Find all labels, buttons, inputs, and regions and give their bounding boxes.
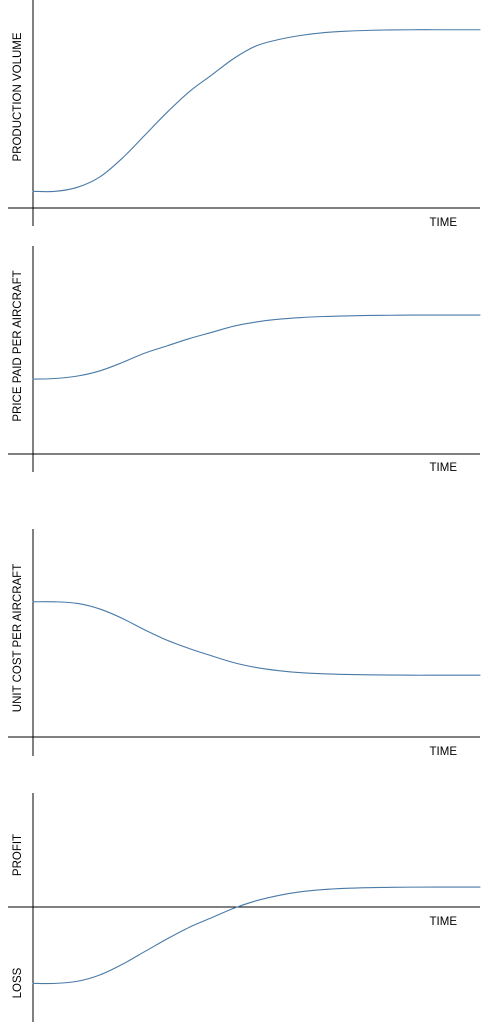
chart-panel-2: TIME PRICE PAID PER AIRCRAFT [8,246,481,474]
loss-annotation: LOSS [12,967,24,998]
chart-panel-4: TIME PROFIT LOSS [8,793,481,1022]
y-axis-label: PRICE PAID PER AIRCRAFT [12,270,24,421]
y-axis-label: UNIT COST PER AIRCRAFT [12,564,24,712]
series-line-1 [32,886,481,985]
chart-panel-1: TIME PRODUCTION VOLUME [8,0,481,229]
series-line-1 [32,29,481,193]
series-line-1 [32,601,481,676]
x-axis-label: TIME [430,916,458,928]
series-line-1 [32,314,481,380]
chart-panel-3: TIME UNIT COST PER AIRCRAFT [8,529,481,758]
x-axis-label: TIME [430,746,458,758]
y-axis-label: PRODUCTION VOLUME [12,32,24,161]
profit-annotation: PROFIT [12,834,24,876]
x-axis-label: TIME [430,217,458,229]
x-axis-label: TIME [430,462,458,474]
